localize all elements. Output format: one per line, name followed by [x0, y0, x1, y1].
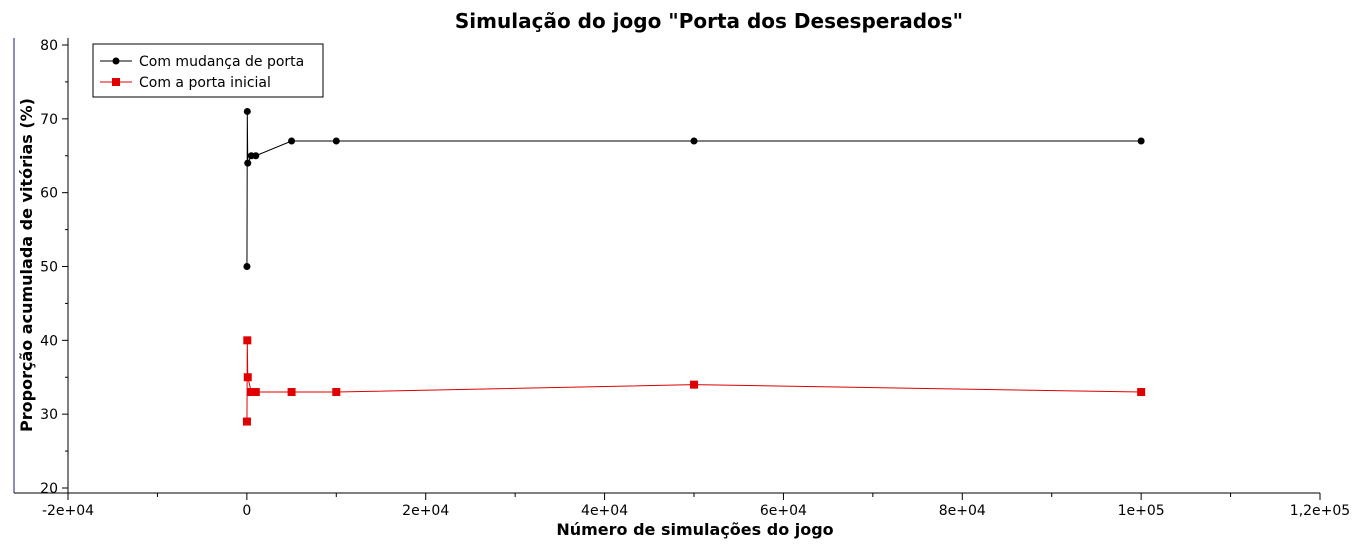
y-axis-label: Proporção acumulada de vitórias (%) — [17, 98, 36, 432]
series-2-point — [1137, 388, 1146, 397]
x-tick-label: 1,2e+05 — [1290, 503, 1350, 519]
legend-marker-series-2 — [112, 78, 120, 86]
series-layer — [242, 107, 1146, 426]
chart-title: Simulação do jogo "Porta dos Desesperado… — [455, 9, 963, 33]
legend-label-series-2: Com a porta inicial — [139, 75, 271, 91]
y-tick-label: 70 — [40, 112, 58, 128]
x-tick-label: 0 — [242, 503, 251, 519]
x-tick-label: 2e+04 — [402, 503, 449, 519]
x-ticks: -2e+04 0 2e+04 4e+04 6e+04 8e+04 1e+05 1,2e+05 — [42, 493, 1350, 519]
series-1-point — [243, 263, 251, 270]
legend-box — [92, 43, 324, 98]
series-2-point — [251, 388, 260, 397]
y-ticks: 20 30 40 50 60 70 80 — [40, 38, 68, 497]
legend-label-series-1: Com mudança de porta — [139, 54, 304, 70]
x-tick-label: -2e+04 — [42, 503, 94, 519]
x-tick-label: 8e+04 — [939, 503, 986, 519]
series-1-point — [690, 137, 698, 145]
series-1-point — [332, 137, 340, 145]
series-2-point — [332, 388, 341, 397]
legend-marker-series-1 — [112, 57, 120, 65]
legend: Com mudança de porta Com a porta inicial — [92, 43, 324, 98]
series-2-point — [287, 388, 296, 397]
x-tick-label: 4e+04 — [581, 503, 628, 519]
series-2-point — [243, 336, 252, 345]
y-tick-label: 50 — [40, 260, 58, 276]
y-tick-label: 20 — [40, 481, 58, 497]
y-tick-label: 80 — [40, 38, 58, 54]
x-axis-label: Número de simulações do jogo — [556, 520, 833, 539]
y-tick-label: 40 — [40, 333, 58, 349]
series-1-point — [243, 107, 251, 115]
series-1-point — [1137, 137, 1145, 145]
y-tick-label: 30 — [40, 407, 58, 423]
series-2-point — [247, 388, 256, 397]
y-tick-label: 60 — [40, 186, 58, 202]
series-2-point — [690, 380, 698, 389]
series-1-point — [252, 152, 260, 160]
x-tick-label: 1e+05 — [1118, 503, 1165, 519]
series-line-1 — [246, 111, 1142, 267]
series-2-point — [242, 417, 251, 426]
x-tick-label: 6e+04 — [760, 503, 807, 519]
series-1-point — [288, 137, 296, 145]
series-1-point — [244, 159, 252, 167]
series-2-point — [243, 373, 252, 382]
